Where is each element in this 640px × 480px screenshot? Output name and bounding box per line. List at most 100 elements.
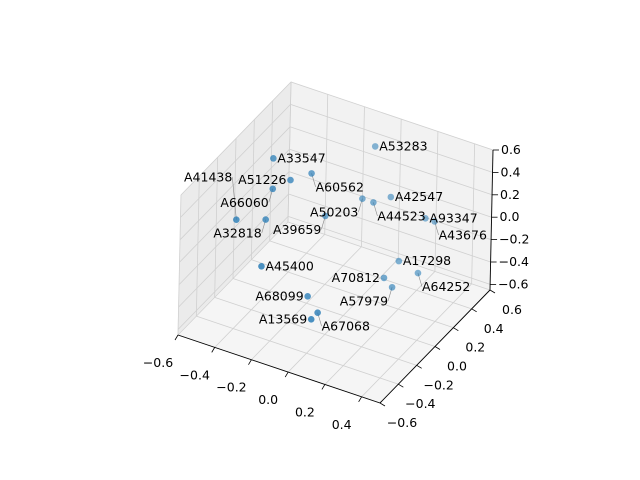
point-label: A66060	[220, 195, 268, 210]
z-tick-label: −0.2	[499, 232, 529, 247]
y-tick-mark	[471, 308, 477, 313]
point-label: A68099	[255, 288, 303, 303]
z-axis-line	[489, 149, 494, 291]
data-point	[233, 216, 240, 223]
y-tick-label: −0.4	[405, 396, 435, 411]
grid-y-left	[232, 138, 237, 279]
point-label: A41438	[184, 170, 232, 185]
z-tick-label: 0.2	[500, 187, 520, 202]
y-tick-mark	[398, 383, 404, 388]
point-label: A70812	[332, 270, 380, 285]
point-label: A60562	[316, 179, 364, 194]
point-label: A50203	[310, 205, 358, 220]
y-tick-mark	[379, 402, 386, 407]
label-leader-line	[232, 177, 237, 220]
data-point	[380, 274, 388, 282]
x-axis-line	[177, 334, 381, 404]
axis-panes	[177, 80, 494, 404]
grid-z-back	[289, 148, 492, 218]
y-tick-label: −0.2	[423, 377, 453, 392]
z-tick-label: 0.6	[501, 142, 521, 157]
data-points	[233, 143, 438, 323]
grid-y-floor	[232, 278, 436, 347]
data-point	[387, 193, 395, 201]
x-tick-label: −0.4	[180, 367, 210, 382]
point-label: A93347	[429, 210, 477, 225]
grid-y-left	[269, 100, 274, 241]
y-tick-label: 0.2	[465, 340, 485, 355]
data-point	[304, 293, 311, 300]
data-point	[322, 212, 329, 220]
tick-labels: −0.6 −0.4 −0.2 0.0 0.2 0.4 −0.6 −0.4 −0.2 0.0 0.2 0…	[143, 142, 530, 432]
point-label: A53283	[379, 138, 427, 153]
x-tick-label: −0.6	[143, 355, 173, 370]
y-tick-mark	[434, 346, 441, 350]
grid-y-floor	[287, 221, 491, 291]
data-point	[270, 155, 277, 162]
grid-z-left	[178, 193, 289, 308]
x-tick-label: 0.2	[295, 404, 315, 419]
z-tick-label: 0.4	[501, 164, 521, 179]
x-tick-mark	[174, 334, 179, 341]
grid-z-left	[180, 81, 292, 196]
data-point	[414, 269, 422, 277]
grid-z-back	[290, 104, 493, 173]
point-label: A13569	[259, 311, 307, 326]
data-point	[287, 176, 294, 184]
point-label: A57979	[340, 293, 388, 308]
z-tick-label: 0.0	[500, 209, 520, 224]
data-point	[258, 263, 265, 270]
point-labels: A53283 A33547 A60562 A51226 A66060 A42547 A502…	[184, 138, 487, 333]
point-label: A43676	[439, 227, 487, 242]
y-tick-label: −0.6	[387, 415, 417, 430]
grid-z-left	[180, 104, 291, 218]
point-label: A17298	[403, 253, 451, 268]
z-tick-label: −0.4	[499, 254, 529, 269]
y-tick-mark	[416, 364, 422, 369]
grid-z-left	[179, 148, 290, 263]
x-tick-mark	[284, 371, 289, 378]
x-tick-mark	[211, 347, 216, 353]
grid-x-back	[471, 143, 476, 284]
point-label: A64252	[422, 279, 470, 294]
x-tick-label: −0.2	[216, 380, 246, 395]
y-tick-label: 0.0	[447, 359, 467, 374]
point-label: A67068	[322, 319, 370, 334]
grid-y-left	[287, 81, 292, 223]
grid-z-back	[289, 126, 493, 196]
x-tick-mark	[248, 359, 252, 365]
grid-z-back	[288, 171, 492, 240]
grid-x-back	[434, 131, 439, 272]
y-tick-label: 0.6	[502, 302, 522, 317]
data-point	[262, 216, 270, 223]
grid-y-floor	[214, 296, 417, 366]
grid-y-floor	[196, 315, 399, 385]
data-point	[314, 309, 321, 317]
point-label: A44523	[377, 208, 425, 223]
x-tick-mark	[358, 396, 362, 403]
data-point	[371, 143, 379, 150]
grid-x-back	[397, 119, 402, 260]
data-point	[388, 283, 396, 291]
point-label: A39659	[273, 222, 321, 237]
data-point	[307, 316, 315, 323]
data-point	[269, 185, 277, 193]
point-label: A33547	[277, 150, 325, 165]
grid-y-floor	[251, 259, 454, 329]
grid-x-back	[361, 106, 365, 247]
gridlines	[177, 81, 494, 404]
point-label: A51226	[238, 172, 286, 187]
point-label: A32818	[213, 226, 261, 241]
grid-y-floor	[269, 240, 472, 310]
y-tick-label: 0.4	[484, 321, 504, 336]
grid-y-left	[195, 176, 200, 317]
x-tick-label: 0.0	[258, 392, 278, 407]
x-tick-mark	[321, 384, 326, 390]
grid-y-left	[214, 157, 219, 298]
data-point	[359, 195, 366, 202]
grid-z-back	[290, 81, 494, 151]
grid-z-back	[288, 193, 491, 263]
point-label: A45400	[265, 258, 313, 273]
